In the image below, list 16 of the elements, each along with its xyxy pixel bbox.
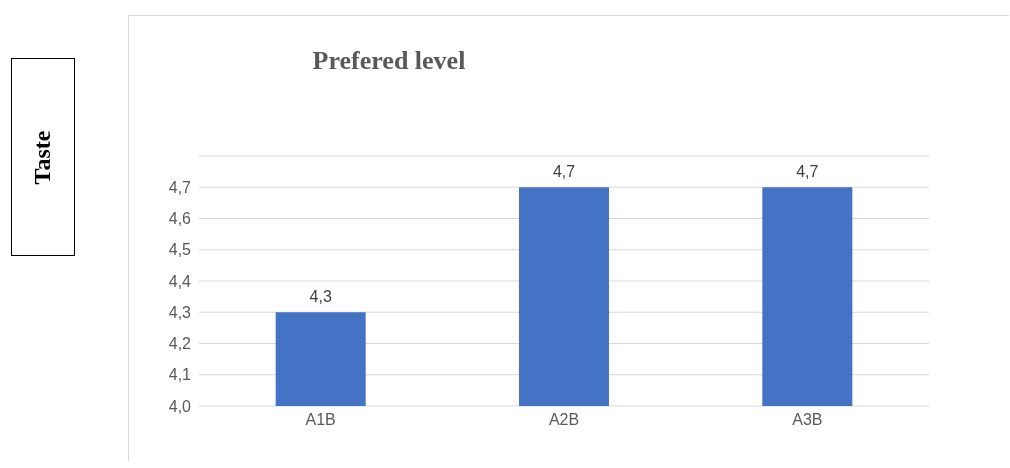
- y-axis-title: Taste: [29, 130, 57, 184]
- y-tick-label: 4,1: [168, 366, 192, 384]
- x-tick-label: A3B: [792, 411, 823, 429]
- y-tick-label: 4,0: [168, 397, 192, 415]
- y-tick-label: 4,7: [168, 178, 192, 196]
- y-tick-label: 4,3: [168, 303, 192, 321]
- data-label: 4,7: [552, 163, 576, 181]
- y-tick-label: 4,2: [168, 335, 192, 353]
- y-tick-label: 4,5: [168, 241, 192, 259]
- y-tick-label: 4,4: [168, 272, 192, 290]
- x-tick-label: A2B: [548, 411, 580, 429]
- chart-title: Prefered level: [311, 46, 467, 76]
- data-label: 4,7: [796, 163, 819, 181]
- x-tick-label: A1B: [305, 411, 336, 429]
- y-tick-label: 4,6: [168, 210, 192, 228]
- data-label: 4,3: [309, 288, 332, 306]
